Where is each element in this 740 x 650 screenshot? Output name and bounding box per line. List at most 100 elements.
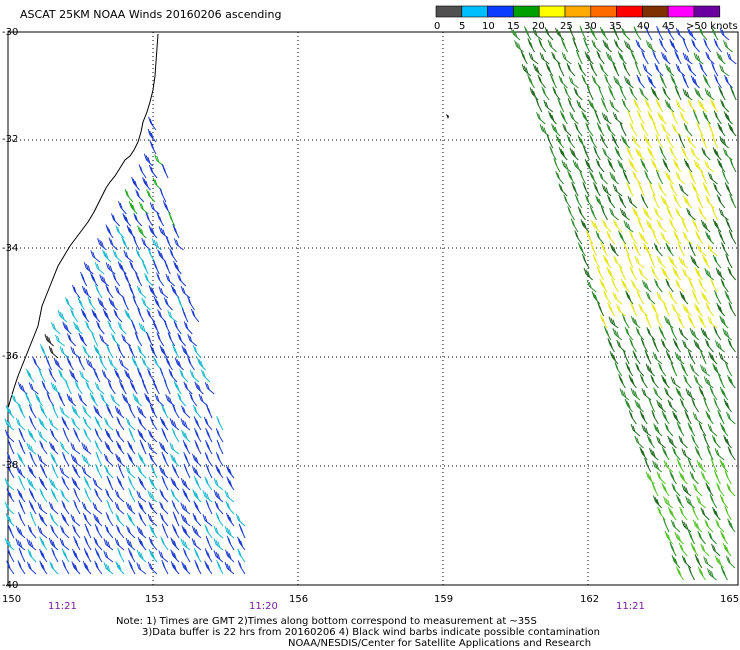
wind-barb [602,147,612,161]
wind-barb [563,86,572,101]
speed-legend [435,5,721,18]
wind-barb [160,536,169,551]
wind-barb [181,561,191,575]
wind-barb [707,568,717,581]
wind-barb [624,76,634,89]
wind-barb [108,297,118,311]
wind-barb [135,271,143,287]
wind-barb [600,205,608,221]
wind-barb [90,272,99,287]
wind-barb [583,267,594,281]
wind-barb [657,506,666,521]
wind-barb [15,538,26,551]
wind-barb [147,514,158,527]
wind-barb [94,262,105,275]
wind-barb [148,164,158,179]
wind-barb [84,488,92,503]
wind-barb [662,86,671,101]
wind-barb [682,52,693,65]
wind-barb [39,560,48,575]
wind-barb [599,26,609,41]
legend-swatch-6 [590,5,617,18]
wind-barb [696,244,707,257]
wind-barb [6,488,15,503]
wind-barb [156,212,165,227]
legend-label-5: 5 [459,21,466,32]
wind-barb [682,88,693,101]
wind-barb [709,386,718,401]
wind-barb [6,452,15,467]
wind-barb [719,386,729,401]
wind-barb [653,423,663,437]
wind-barb [723,148,733,161]
wind-barb [106,475,114,491]
wind-barb [28,500,37,515]
wind-barb [172,511,180,527]
wind-barb [183,463,191,479]
legend-label-30: 30 [584,21,597,32]
wind-barb [146,189,156,203]
wind-barb [191,525,202,539]
wind-barb [679,291,689,305]
wind-barb [700,507,710,521]
wind-barb [607,158,616,173]
wind-barb [163,259,171,275]
wind-barb [609,171,619,185]
wind-barb [702,110,711,125]
wind-barb [661,410,670,425]
wind-barb [629,266,638,281]
wind-barb [133,213,143,227]
wind-barb [82,405,92,419]
wind-barb [699,349,707,365]
wind-barb [729,193,737,209]
wind-barb [574,230,583,245]
wind-barb [105,284,114,299]
legend-label-10: 10 [482,21,495,32]
wind-barb [726,411,736,425]
wind-barb [591,291,601,305]
wind-barb [532,28,543,41]
wind-barb [715,519,725,533]
wind-barb [729,85,737,101]
wind-barb [612,184,623,197]
wind-barb [705,410,714,425]
wind-barb [677,241,685,257]
wind-barb [84,523,92,539]
wind-barb [719,27,730,41]
wind-barb [619,388,630,401]
wind-barb [192,453,202,467]
wind-barb [510,27,521,41]
legend-label-20: 20 [532,21,545,32]
wind-barb [171,500,180,515]
wind-barb [589,205,597,221]
wind-barb [635,39,645,53]
wind-barb [182,440,191,455]
wind-barbs-west-swath [4,116,246,575]
wind-barb [152,379,160,395]
wind-barb [621,135,631,149]
wind-barb [613,39,623,53]
wind-barb [682,231,693,245]
wind-barb [73,487,81,503]
wind-barb [102,249,112,263]
wind-barb [192,513,202,527]
wind-barb [647,110,656,125]
wind-barb [78,332,88,347]
wind-barb [702,254,711,269]
wind-barb [652,352,663,365]
wind-barb [539,52,550,65]
wind-barb [83,536,92,551]
wind-barb [187,334,198,347]
wind-barb [128,283,136,299]
wind-barb [213,478,224,491]
wind-barb [99,334,110,347]
wind-barb [27,429,37,443]
wind-barb [600,241,608,257]
wind-barb [724,182,733,197]
wind-barb [159,501,169,515]
wind-barb [689,471,699,485]
wind-barb [655,169,664,185]
wind-barb [686,135,697,149]
wind-barb [639,446,648,461]
wind-barb [640,194,649,209]
